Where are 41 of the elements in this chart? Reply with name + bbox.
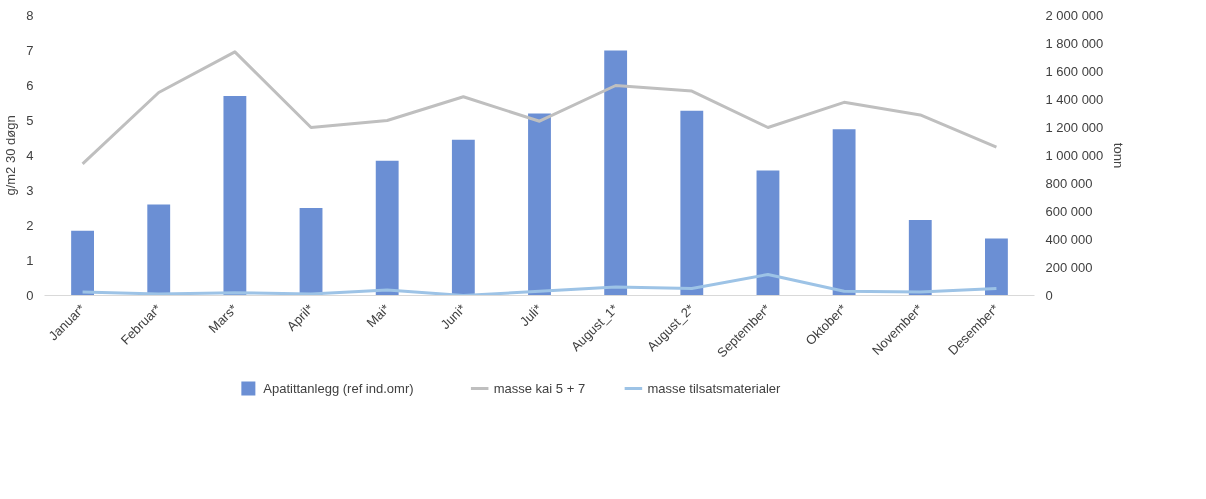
- legend-label: Apatittanlegg (ref ind.omr): [263, 381, 414, 396]
- y2-tick-label: 400 000: [1045, 232, 1093, 247]
- bar: [680, 110, 704, 296]
- bar: [223, 96, 247, 296]
- y-tick-label: 6: [26, 78, 34, 93]
- bar: [756, 170, 780, 296]
- legend-label: masse kai 5 + 7: [493, 381, 586, 396]
- bar: [71, 230, 94, 296]
- y-tick-label: 4: [26, 148, 34, 163]
- bar: [908, 219, 932, 296]
- y2-tick-label: 1 400 000: [1045, 92, 1104, 107]
- y-tick-label: 2: [26, 218, 34, 233]
- y2-tick-label: 600 000: [1045, 204, 1093, 219]
- y2-tick-label: 1 000 000: [1045, 148, 1104, 163]
- y2-tick-label: 1 200 000: [1045, 120, 1104, 135]
- y-tick-label: 0: [26, 288, 34, 303]
- y2-tick-label: 1 800 000: [1045, 36, 1104, 51]
- y-tick-label: 5: [26, 113, 34, 128]
- y-tick-label: 8: [26, 8, 34, 23]
- y2-tick-label: 200 000: [1045, 260, 1093, 275]
- legend-label: masse tilsatsmaterialer: [647, 381, 782, 396]
- y-tick-label: 7: [26, 43, 34, 58]
- line-series: [81, 273, 998, 296]
- x-tick-label: Juli*: [516, 301, 545, 330]
- y2-tick-label: 1 600 000: [1045, 64, 1104, 79]
- bar: [451, 139, 475, 296]
- line-series: [81, 50, 998, 166]
- y2-axis-title: tonn: [1111, 142, 1127, 169]
- y2-tick-label: 0: [1045, 288, 1053, 303]
- bar: [375, 160, 399, 296]
- bar: [985, 238, 1008, 296]
- bar: [528, 113, 551, 296]
- y-tick-label: 3: [26, 183, 34, 198]
- bar: [832, 129, 856, 296]
- y-tick-label: 1: [26, 253, 34, 268]
- bar: [147, 204, 171, 296]
- bar: [604, 50, 628, 296]
- y2-tick-label: 2 000 000: [1045, 8, 1104, 23]
- y-axis-title: g/m2 30 døgn: [3, 115, 19, 196]
- y2-tick-label: 800 000: [1045, 176, 1093, 191]
- bar: [299, 208, 323, 296]
